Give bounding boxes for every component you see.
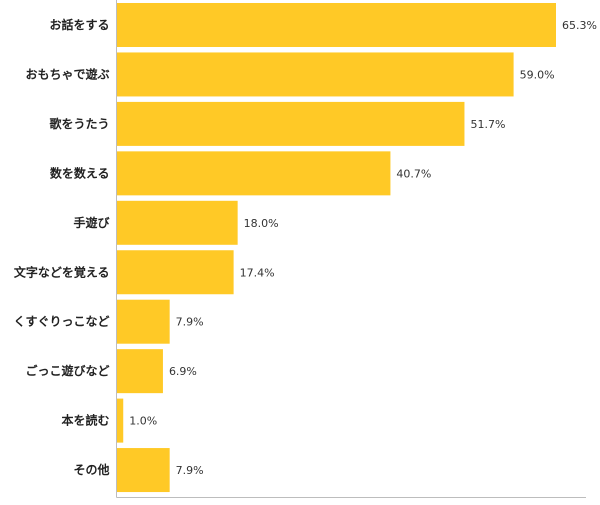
- category-label-7: ごっこ遊びなど: [25, 363, 109, 378]
- bars-group: [116, 3, 556, 493]
- category-label-4: 手遊び: [73, 215, 110, 230]
- bar-2: [116, 101, 465, 146]
- category-label-8: 本を読む: [61, 413, 109, 428]
- category-label-1: おもちゃで遊ぶ: [25, 66, 109, 81]
- category-label-0: お話をする: [49, 17, 109, 32]
- bar-1: [116, 52, 514, 97]
- bar-5: [116, 250, 234, 295]
- value-label-7: 6.9%: [169, 365, 197, 378]
- bar-9: [116, 448, 170, 493]
- bar-0: [116, 3, 556, 47]
- value-label-8: 1.0%: [129, 415, 157, 428]
- value-label-5: 17.4%: [240, 266, 275, 279]
- bar-8: [116, 398, 124, 443]
- bar-7: [116, 349, 163, 394]
- bar-6: [116, 299, 170, 344]
- value-label-1: 59.0%: [520, 68, 555, 81]
- bar-4: [116, 200, 238, 245]
- value-label-3: 40.7%: [396, 167, 431, 180]
- value-label-4: 18.0%: [244, 217, 279, 230]
- category-label-6: くすぐりっこなど: [13, 315, 109, 329]
- labels-group: お話をする 65.3% おもちゃで遊ぶ 59.0% 歌をうたう 51.7% 数を数える 40.…: [13, 17, 596, 477]
- value-label-6: 7.9%: [176, 316, 204, 329]
- bar-3: [116, 151, 391, 196]
- category-label-9: その他: [73, 462, 109, 477]
- value-label-0: 65.3%: [562, 19, 597, 32]
- category-label-2: 歌をうたう: [49, 116, 109, 131]
- category-label-3: 数を数える: [50, 165, 110, 180]
- value-label-2: 51.7%: [470, 118, 505, 131]
- category-label-5: 文字などを覚える: [14, 264, 110, 279]
- value-label-9: 7.9%: [176, 464, 204, 477]
